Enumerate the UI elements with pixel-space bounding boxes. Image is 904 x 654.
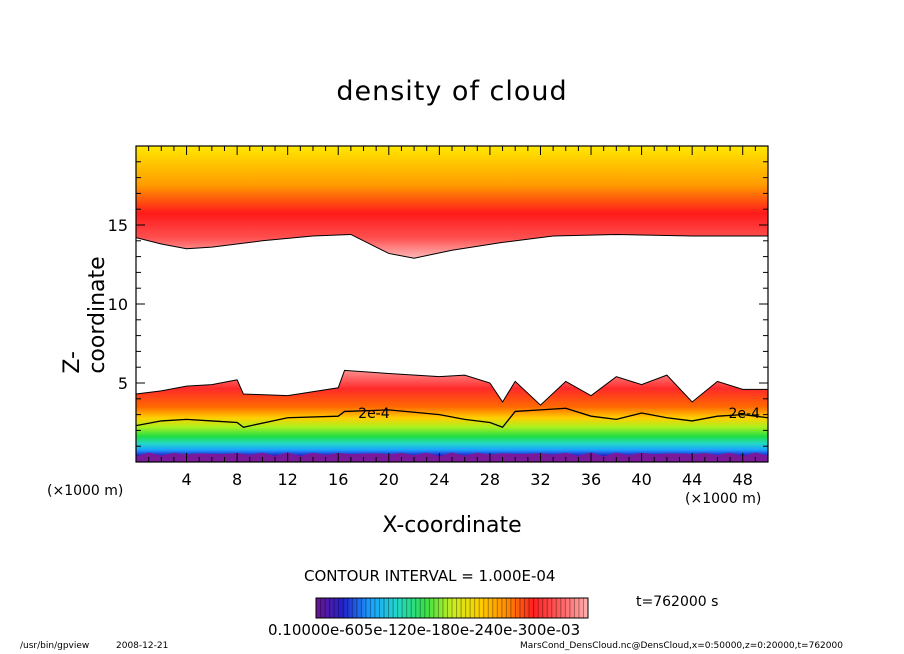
x-tick-label: 48 <box>733 470 753 489</box>
y-axis-label-wrap: Z-coordinate <box>60 230 110 400</box>
lower-cloud-layer <box>136 370 768 462</box>
colorbar-labels: 0.10000e-605e-120e-180e-240e-300e-03 <box>268 621 581 639</box>
x-axis-label: X-coordinate <box>382 513 522 538</box>
x-axis-unit-left: (×1000 m) <box>47 483 124 499</box>
contour-label: 2e-4 <box>358 406 390 422</box>
time-label: t=762000 s <box>636 594 719 610</box>
y-tick-label: 5 <box>118 374 128 393</box>
contour-2e-4 <box>136 407 768 429</box>
upper-cloud-layer <box>136 146 768 259</box>
x-tick-label: 28 <box>480 470 500 489</box>
x-tick-label: 24 <box>429 470 449 489</box>
x-tick-label: 20 <box>379 470 399 489</box>
x-tick-label: 12 <box>278 470 298 489</box>
contour-interval-label: CONTOUR INTERVAL = 1.000E-04 <box>304 567 556 585</box>
upper-layer-contour <box>136 233 768 259</box>
contour-label: 2e-4 <box>729 406 761 422</box>
x-tick-label: 4 <box>181 470 191 489</box>
footer-source: MarsCond_DensCloud.nc@DensCloud,x=0:5000… <box>520 641 843 651</box>
colorbar <box>315 597 589 619</box>
y-tick-label: 10 <box>108 295 128 314</box>
x-tick-label: 44 <box>682 470 702 489</box>
plot-area: 2e-4 2e-4 <box>136 146 768 462</box>
y-axis-label: Z-coordinate <box>60 256 110 374</box>
footer-date: 2008-12-21 <box>116 641 169 651</box>
chart-title: density of cloud <box>336 76 568 107</box>
x-tick-label: 36 <box>581 470 601 489</box>
x-tick-label: 40 <box>631 470 651 489</box>
x-axis-unit-right: (×1000 m) <box>685 491 762 507</box>
x-tick-label: 8 <box>232 470 242 489</box>
footer-program: /usr/bin/gpview <box>20 641 90 651</box>
x-tick-label: 32 <box>530 470 550 489</box>
x-tick-label: 16 <box>328 470 348 489</box>
lower-layer-contour <box>136 369 768 406</box>
y-tick-label: 15 <box>108 216 128 235</box>
